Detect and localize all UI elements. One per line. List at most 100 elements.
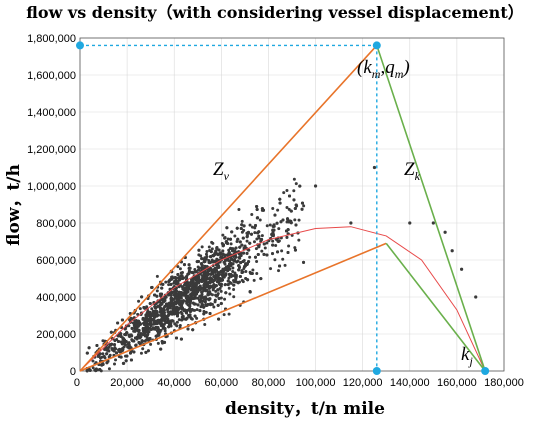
scatter-point — [185, 275, 189, 279]
scatter-point — [223, 268, 227, 272]
scatter-point — [137, 321, 141, 325]
scatter-point — [85, 351, 89, 355]
scatter-point — [194, 290, 198, 294]
scatter-point — [141, 317, 145, 321]
scatter-point — [144, 323, 148, 327]
scatter-point — [116, 334, 120, 338]
scatter-point — [220, 255, 224, 259]
scatter-point — [137, 341, 141, 345]
scatter-point — [221, 233, 225, 237]
scatter-point — [159, 319, 163, 323]
scatter-point — [221, 278, 225, 282]
scatter-point — [95, 344, 99, 348]
scatter-point — [164, 280, 168, 284]
scatter-point — [161, 282, 165, 286]
scatter-point — [219, 289, 223, 293]
scatter-point — [257, 234, 261, 238]
scatter-point — [249, 232, 253, 236]
scatter-point — [187, 296, 191, 300]
scatter-point — [292, 189, 296, 193]
scatter-point — [202, 283, 206, 287]
scatter-point — [128, 351, 132, 355]
scatter-point — [294, 223, 298, 227]
scatter-point — [120, 347, 124, 351]
scatter-point — [198, 266, 202, 270]
scatter-point — [216, 264, 220, 268]
scatter-point — [175, 320, 179, 324]
scatter-point — [175, 336, 179, 340]
scatter-point — [189, 316, 193, 320]
scatter-point — [160, 286, 164, 290]
scatter-point — [211, 288, 215, 292]
scatter-point-outlier — [408, 221, 412, 225]
scatter-point — [190, 270, 194, 274]
scatter-point — [181, 291, 185, 295]
scatter-point — [152, 314, 156, 318]
scatter-point — [145, 305, 149, 309]
scatter-point — [180, 270, 184, 274]
scatter-point — [202, 309, 206, 313]
scatter-point — [242, 251, 246, 255]
scatter-point — [146, 333, 150, 337]
x-tick-label: 100,000 — [296, 377, 336, 389]
x-tick-label: 20,000 — [110, 377, 144, 389]
scatter-point — [222, 275, 226, 279]
scatter-point — [169, 296, 173, 300]
scatter-point — [232, 280, 236, 284]
scatter-point — [134, 343, 138, 347]
lower-envelope-line — [79, 242, 387, 372]
scatter-point — [244, 269, 248, 273]
scatter-point — [174, 308, 178, 312]
scatter-point — [200, 257, 204, 261]
scatter-point — [188, 310, 192, 314]
scatter-point — [240, 243, 244, 247]
y-axis-title: flow，t/h — [4, 164, 24, 246]
scatter-point — [103, 356, 107, 360]
scatter-point — [271, 228, 275, 232]
scatter-point — [255, 272, 259, 276]
scatter-point — [178, 297, 182, 301]
scatter-point — [256, 253, 260, 257]
scatter-point — [208, 311, 212, 315]
scatter-point — [227, 276, 231, 280]
scatter-point — [141, 327, 145, 331]
scatter-point — [231, 262, 235, 266]
scatter-point — [209, 250, 213, 254]
scatter-point — [163, 340, 167, 344]
scatter-point — [160, 292, 164, 296]
scatter-point — [148, 337, 152, 341]
scatter-point — [208, 277, 212, 281]
scatter-point — [238, 240, 242, 244]
upper-envelope-line — [79, 44, 378, 372]
scatter-point — [188, 284, 192, 288]
scatter-point — [241, 259, 245, 263]
y-tick-label: 1,600,000 — [27, 70, 76, 82]
scatter-point — [278, 197, 282, 201]
scatter-point — [178, 267, 182, 271]
scatter-point — [240, 219, 244, 223]
scatter-point — [163, 327, 167, 331]
scatter-point — [297, 238, 301, 242]
scatter-point — [204, 310, 208, 314]
scatter-point — [286, 217, 290, 221]
scatter-point — [273, 213, 277, 217]
scatter-point — [137, 333, 141, 337]
scatter-point — [217, 296, 221, 300]
scatter-point — [229, 246, 233, 250]
scatter-point — [127, 333, 131, 337]
scatter-point — [133, 336, 137, 340]
scatter-point — [237, 268, 241, 272]
scatter-point — [201, 274, 205, 278]
scatter-point — [166, 314, 170, 318]
scatter-point — [253, 255, 257, 259]
scatter-point — [160, 302, 164, 306]
scatter-point — [177, 276, 181, 280]
scatter-point — [252, 278, 256, 282]
scatter-point — [206, 283, 210, 287]
scatter-point — [148, 310, 152, 314]
scatter-point — [175, 324, 179, 328]
scatter-point — [238, 275, 242, 279]
scatter-point — [216, 288, 220, 292]
scatter-point — [109, 330, 113, 334]
scatter-point — [87, 346, 91, 350]
